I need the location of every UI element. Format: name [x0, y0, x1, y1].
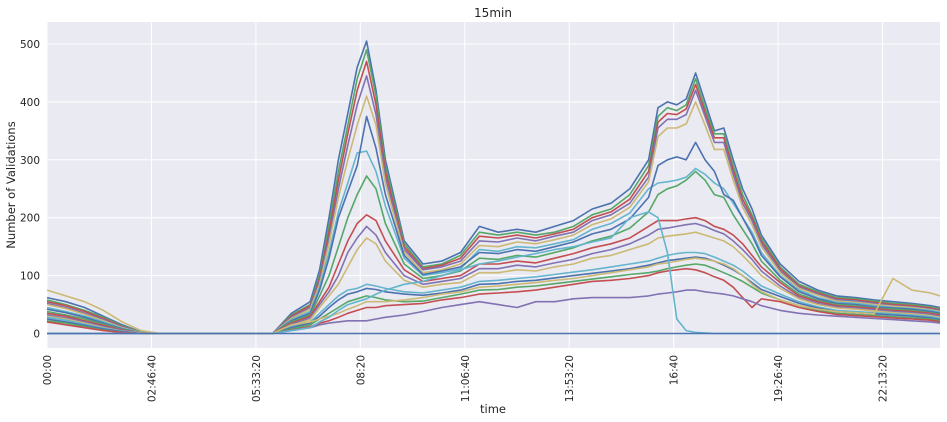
- y-axis-label: Number of Validations: [4, 121, 18, 248]
- x-tick-label: 05:33:20: [251, 355, 263, 402]
- x-tick-label: 19:26:40: [773, 355, 785, 402]
- y-tick-label: 0: [33, 329, 40, 341]
- y-tick-label: 400: [20, 97, 40, 109]
- x-tick-label: 11:06:40: [460, 355, 472, 402]
- series-lines: [46, 40, 941, 335]
- x-tick-label: 16:40: [669, 355, 681, 385]
- x-axis-label: time: [480, 402, 506, 416]
- x-tick-labels: 00:00 02:46:40 05:33:20 08:20 11:06:40 13:53:…: [42, 355, 890, 402]
- x-tick-label: 02:46:40: [146, 355, 158, 402]
- y-tick-label: 300: [20, 155, 40, 167]
- x-tick-label: 08:20: [355, 355, 367, 385]
- x-tick-label: 22:13:20: [878, 355, 890, 402]
- x-tick-label: 00:00: [42, 355, 54, 385]
- chart-title: 15min: [474, 6, 512, 20]
- y-tick-labels: 0 100 200 300 400 500: [20, 39, 40, 341]
- y-tick-label: 500: [20, 39, 40, 51]
- x-tick-label: 13:53:20: [564, 355, 576, 402]
- y-tick-label: 100: [20, 271, 40, 283]
- y-tick-label: 200: [20, 213, 40, 225]
